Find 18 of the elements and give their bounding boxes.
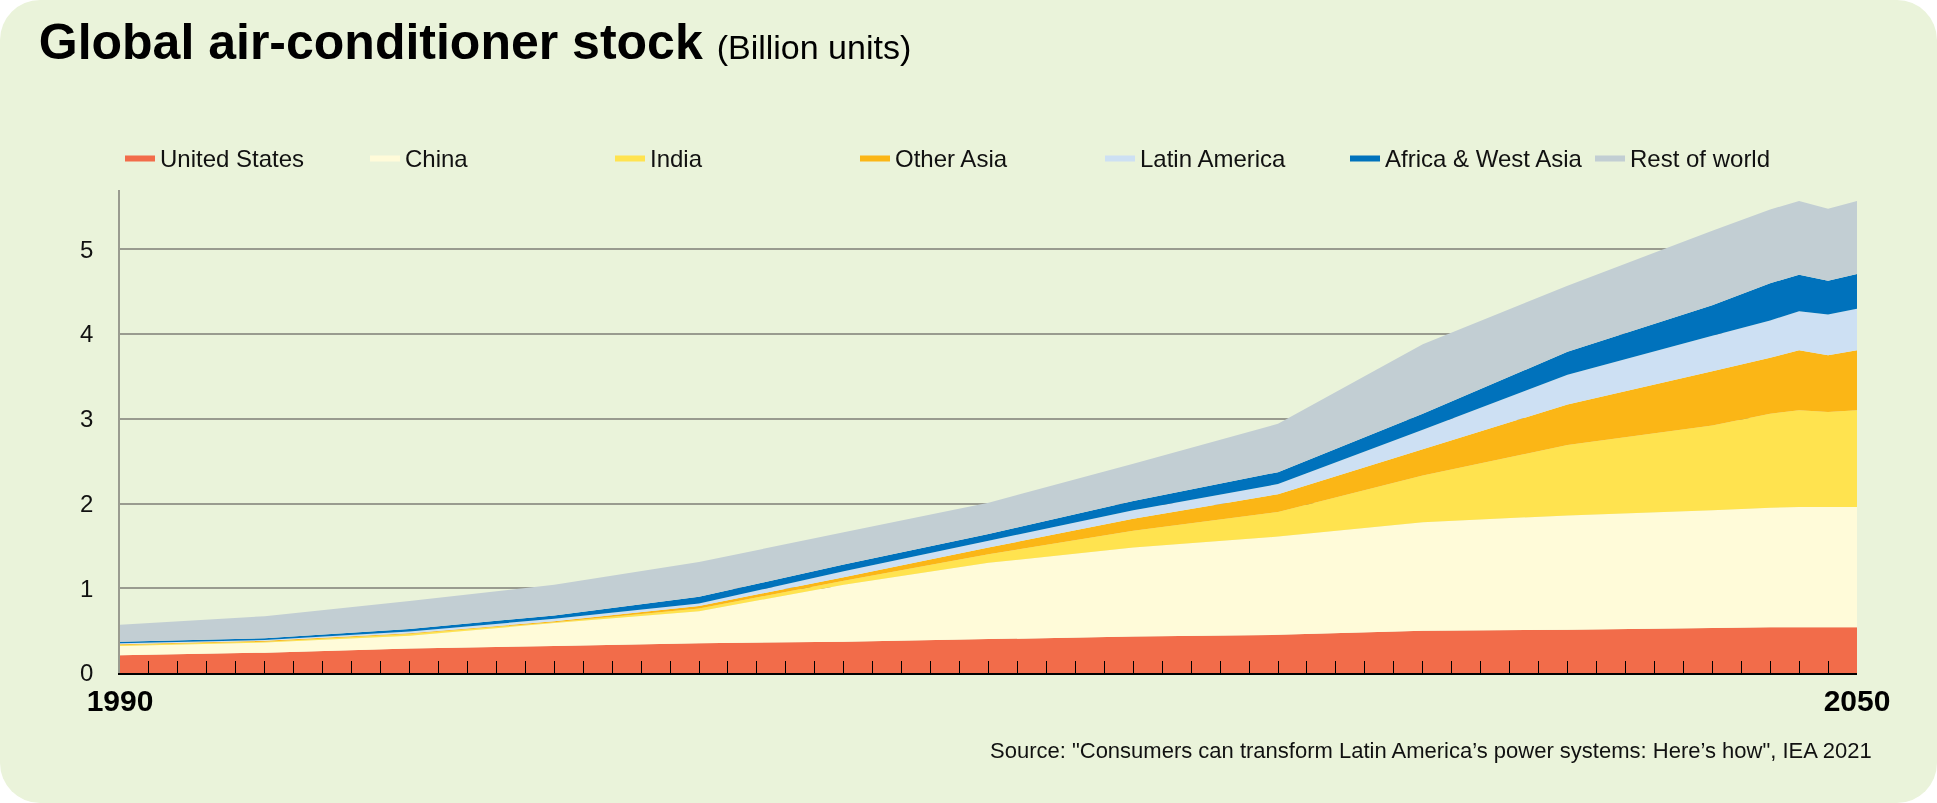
legend-label: India — [650, 144, 703, 172]
legend-label: China — [405, 144, 469, 172]
legend-label: Latin America — [1140, 144, 1287, 172]
legend-label: United States — [160, 144, 305, 172]
legend-label: Africa & West Asia — [1385, 144, 1583, 172]
x-tick-label: 1990 — [86, 684, 154, 717]
chart-title: Global air-conditioner stock — [38, 14, 703, 71]
legend-label: Other Asia — [895, 144, 1008, 172]
y-tick-label: 4 — [80, 320, 94, 348]
legend-label: Rest of world — [1630, 144, 1771, 172]
y-tick-label: 1 — [80, 574, 94, 602]
y-tick-label: 5 — [80, 235, 94, 263]
chart-subtitle: (Billion units) — [716, 28, 912, 67]
y-tick-label: 2 — [80, 489, 94, 517]
source-note: Source: "Consumers can transform Latin America’s power systems: Here’s how", IEA 2021 — [990, 738, 1872, 763]
y-tick-label: 0 — [80, 659, 94, 687]
y-tick-label: 3 — [80, 405, 94, 433]
x-tick-label: 2050 — [1823, 684, 1891, 717]
